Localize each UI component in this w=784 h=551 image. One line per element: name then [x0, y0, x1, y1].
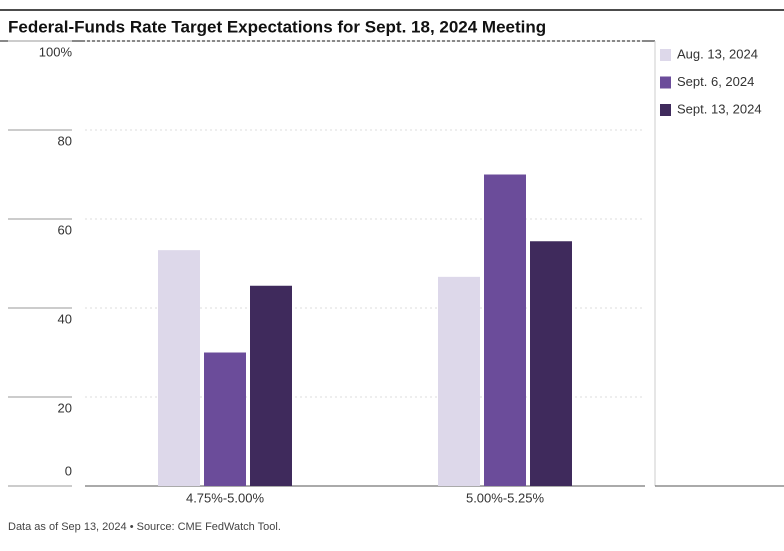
bar [158, 250, 200, 486]
footnote: Data as of Sep 13, 2024 • Source: CME Fe… [8, 521, 281, 533]
y-tick-label: 0 [65, 463, 72, 478]
y-tick-label: 80 [58, 133, 72, 148]
legend-label: Aug. 13, 2024 [677, 46, 758, 61]
bar [250, 285, 292, 486]
x-tick-label: 5.00%-5.25% [466, 490, 544, 505]
bar [204, 352, 246, 486]
x-tick-label: 4.75%-5.00% [186, 490, 264, 505]
legend-swatch [660, 49, 671, 61]
legend-swatch [660, 104, 671, 116]
legend-label: Sept. 6, 2024 [677, 74, 754, 89]
legend-swatch [660, 76, 671, 89]
y-tick-label: 20 [58, 400, 72, 415]
bar [530, 241, 572, 486]
y-tick-label: 60 [58, 222, 72, 237]
bar [484, 174, 526, 486]
legend-label: Sept. 13, 2024 [677, 101, 762, 116]
y-tick-label: 100% [39, 44, 73, 59]
chart-title: Federal-Funds Rate Target Expectations f… [8, 17, 546, 36]
y-tick-label: 40 [58, 311, 72, 326]
bar [438, 276, 480, 486]
